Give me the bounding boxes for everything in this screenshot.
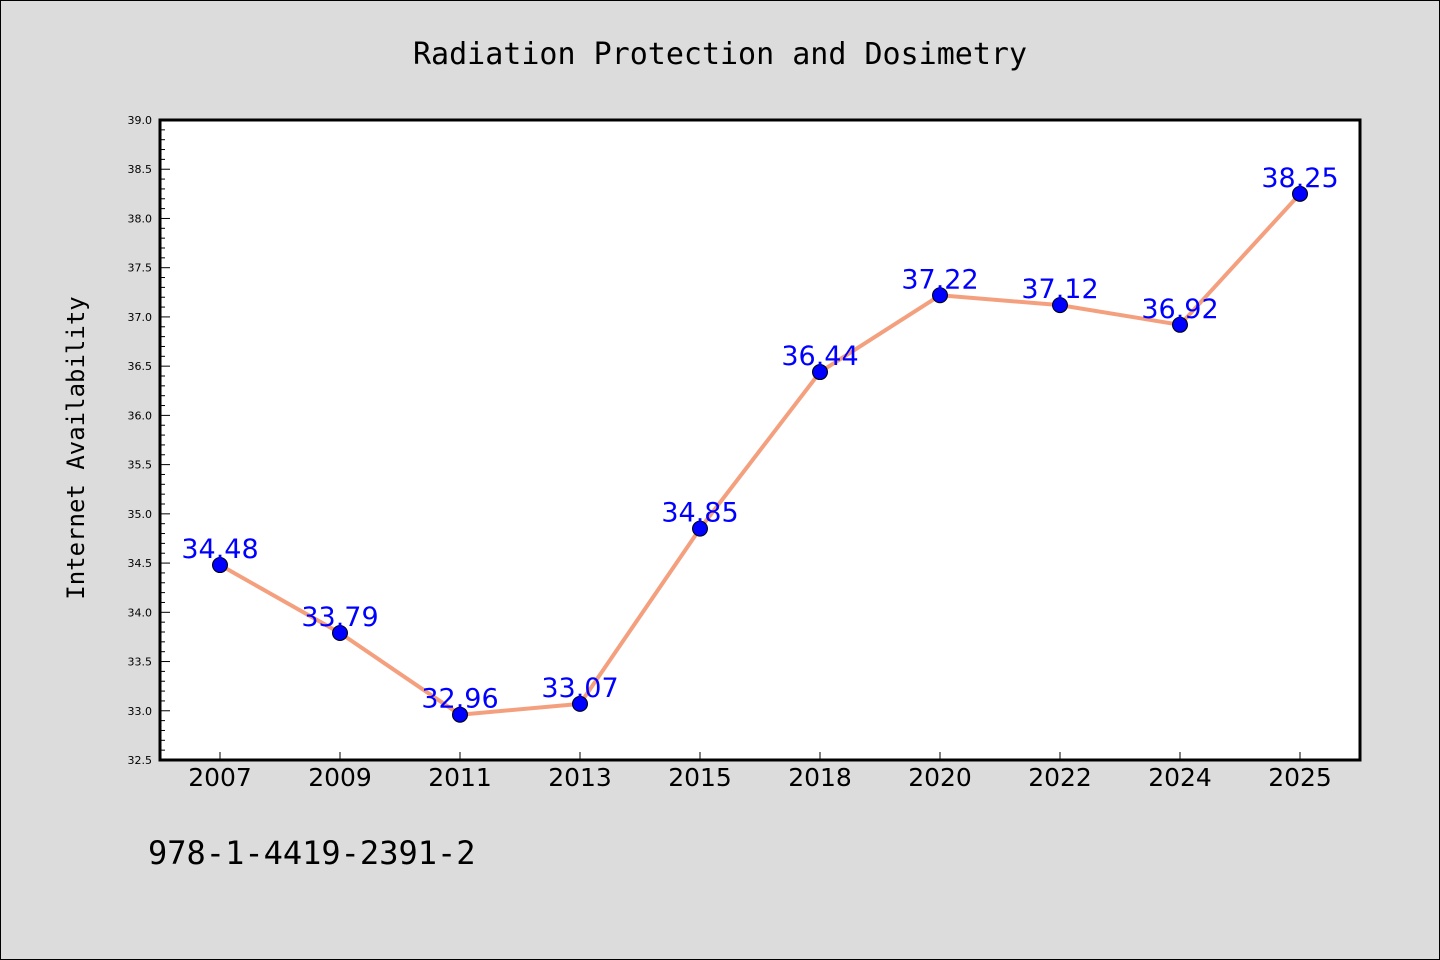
isbn-label: 978-1-4419-2391-2 [148,834,476,872]
data-point-marker [692,520,708,537]
y-tick-label: 35.0 [128,508,153,521]
x-tick-label: 2024 [1148,763,1212,792]
data-point-marker [1052,297,1068,314]
data-point-marker [932,287,948,304]
y-axis-tick-labels: 32.5 33.0 33.5 34.0 34.5 35.0 35.5 36.0 36.5 37.0… [128,114,153,767]
plot-frame [158,118,1362,762]
x-tick-label: 2025 [1268,763,1332,792]
data-point-marker [332,624,348,641]
series-line [219,192,1302,717]
x-tick-label: 2013 [548,763,612,792]
data-label: 36.92 [1141,294,1218,325]
y-tick-label: 38.5 [128,163,153,176]
data-label: 37.22 [901,264,978,295]
series-markers [212,185,1308,723]
y-tick-label: 36.0 [128,409,153,422]
data-labels: 34.48 33.79 32.96 33.07 34.85 36.44 37.22 37.12… [181,163,1338,715]
data-label: 34.85 [661,498,738,529]
data-point-marker [452,706,468,723]
x-tick-label: 2007 [188,763,252,792]
data-label: 37.12 [1021,274,1098,305]
data-point-marker [1292,185,1308,202]
y-tick-label: 34.5 [128,557,153,570]
y-axis-label: Internet Availability [62,296,90,599]
x-tick-label: 2011 [428,763,492,792]
y-tick-label: 38.0 [128,212,153,225]
data-label: 38.25 [1261,163,1338,194]
y-tick-label: 37.5 [128,262,153,275]
x-tick-label: 2009 [308,763,372,792]
x-tick-label: 2020 [908,763,972,792]
data-point-marker [572,695,588,712]
data-point-marker [812,364,828,381]
y-tick-label: 34.0 [128,606,153,619]
y-tick-label: 36.5 [128,360,153,373]
y-tick-label: 39.0 [128,114,153,127]
x-tick-label: 2018 [788,763,852,792]
x-tick-label: 2015 [668,763,732,792]
y-tick-label: 33.5 [128,656,153,669]
y-tick-label: 35.5 [128,459,153,472]
plot-area [160,120,1360,760]
x-axis-tick-labels: 2007 2009 2011 2013 2015 2018 2020 2022 2024 2025 [188,763,1332,792]
data-label: 33.07 [541,673,618,704]
data-label: 32.96 [421,684,498,715]
data-point-marker [212,557,228,574]
data-point-marker [1172,316,1188,333]
chart-title: Radiation Protection and Dosimetry [413,37,1027,72]
y-tick-label: 37.0 [128,311,153,324]
data-label: 33.79 [301,602,378,633]
data-label: 36.44 [781,341,858,372]
y-tick-label: 32.5 [128,754,153,767]
y-tick-label: 33.0 [128,705,153,718]
x-tick-label: 2022 [1028,763,1092,792]
data-label: 34.48 [181,534,258,565]
